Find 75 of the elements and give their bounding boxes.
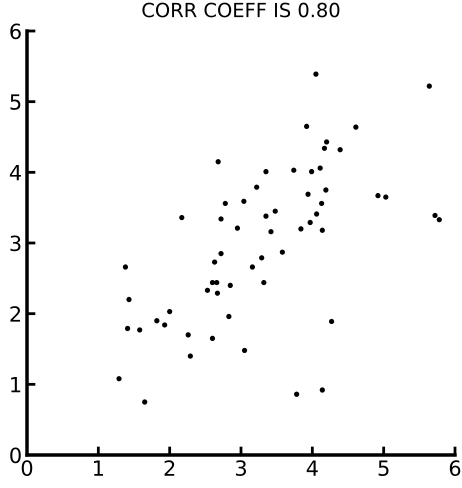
point: [319, 200, 324, 206]
point: [272, 208, 278, 214]
y-tick-label: 6: [10, 23, 21, 40]
point: [167, 308, 172, 314]
point: [242, 348, 248, 354]
chart-title: CORR COEFF IS 0.80: [142, 2, 340, 18]
point: [308, 220, 313, 226]
point: [154, 318, 160, 324]
y-tick-label: 3: [10, 235, 20, 252]
point: [305, 192, 311, 197]
point: [436, 217, 442, 222]
point: [210, 280, 216, 286]
point: [218, 216, 224, 222]
point: [212, 259, 218, 265]
point: [324, 139, 330, 145]
point: [250, 264, 256, 270]
point: [142, 399, 148, 405]
point: [309, 169, 314, 174]
point: [263, 214, 269, 219]
point: [179, 214, 184, 220]
point: [186, 332, 191, 338]
point: [291, 168, 296, 173]
point: [210, 336, 216, 341]
point: [320, 228, 325, 233]
point: [426, 84, 432, 89]
point: [298, 226, 304, 232]
point: [122, 264, 128, 270]
point: [222, 200, 228, 206]
point: [228, 282, 233, 288]
point: [204, 288, 210, 293]
x-tick-label: 1: [94, 460, 104, 476]
point: [116, 376, 122, 382]
point: [353, 124, 358, 130]
x-tick-label: 4: [306, 460, 318, 476]
point: [294, 392, 300, 397]
y-tick-label: 4: [10, 165, 21, 180]
point: [322, 146, 328, 151]
point: [261, 280, 266, 286]
point: [318, 165, 323, 171]
x-tick-label: 5: [378, 460, 388, 476]
point: [188, 353, 193, 359]
point: [313, 72, 318, 77]
point: [375, 193, 381, 198]
y-tick-label: 1: [11, 377, 20, 392]
point: [280, 250, 285, 255]
point: [383, 194, 388, 200]
point: [304, 124, 310, 129]
point: [323, 187, 328, 193]
x-tick-label: 6: [450, 460, 460, 476]
point: [328, 318, 334, 324]
point: [124, 326, 130, 332]
point: [254, 184, 260, 190]
point: [137, 327, 142, 333]
point: [214, 280, 220, 286]
y-tick-label: 5: [10, 94, 20, 110]
point: [320, 387, 325, 393]
x-tick-label: 2: [164, 460, 174, 476]
point: [263, 169, 269, 174]
point: [218, 251, 224, 256]
y-tick-label: 0: [10, 447, 21, 464]
y-tick-label: 2: [10, 306, 20, 322]
x-tick-label: 3: [236, 460, 246, 476]
point: [216, 159, 221, 164]
point: [226, 314, 232, 320]
point: [259, 255, 264, 260]
x-tick-label: 0: [22, 460, 32, 476]
point: [338, 147, 343, 152]
point: [234, 226, 240, 231]
point: [268, 229, 274, 234]
point: [162, 322, 168, 328]
point: [314, 211, 320, 217]
point: [432, 212, 438, 218]
point: [214, 290, 220, 296]
point: [241, 198, 246, 204]
point: [126, 296, 132, 302]
